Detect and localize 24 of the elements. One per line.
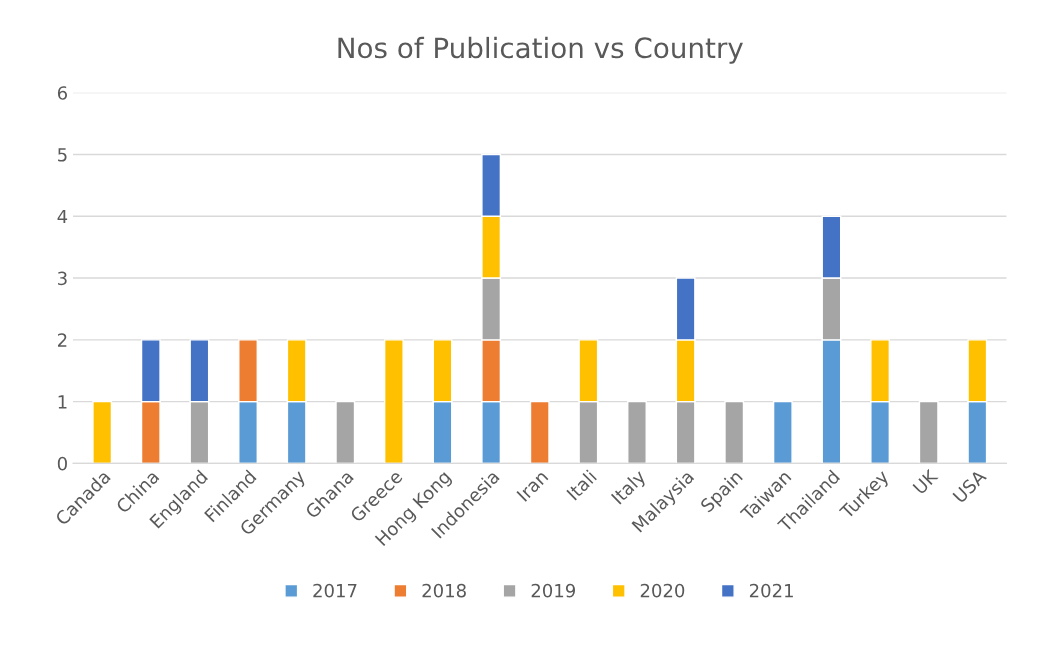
y-tick-label: 1 [58,395,67,409]
chart-title: Nos of Publication vs Country [338,36,743,64]
bar [92,400,113,464]
bar [724,400,745,464]
legend-label: 2018 [422,583,466,598]
y-tick-label: 2 [57,333,67,347]
x-tick-label: USA [952,468,988,504]
bar [383,339,404,464]
x-tick-label: UK [912,468,939,495]
y-tick-label: 4 [57,209,68,224]
bar [335,400,356,464]
bar [772,400,793,464]
bar [529,400,550,464]
legend-label: 2017 [313,583,357,598]
legend-label: 2020 [640,583,685,598]
bar [918,400,939,464]
y-tick-label: 6 [57,86,68,100]
y-tick-label: 5 [58,148,67,162]
bar [627,400,647,464]
legend-label: 2021 [749,583,793,598]
legend-label: 2019 [531,583,575,598]
y-tick-label: 3 [58,271,67,286]
y-tick-label: 0 [57,456,67,471]
x-tick-label: Iran [516,469,549,502]
